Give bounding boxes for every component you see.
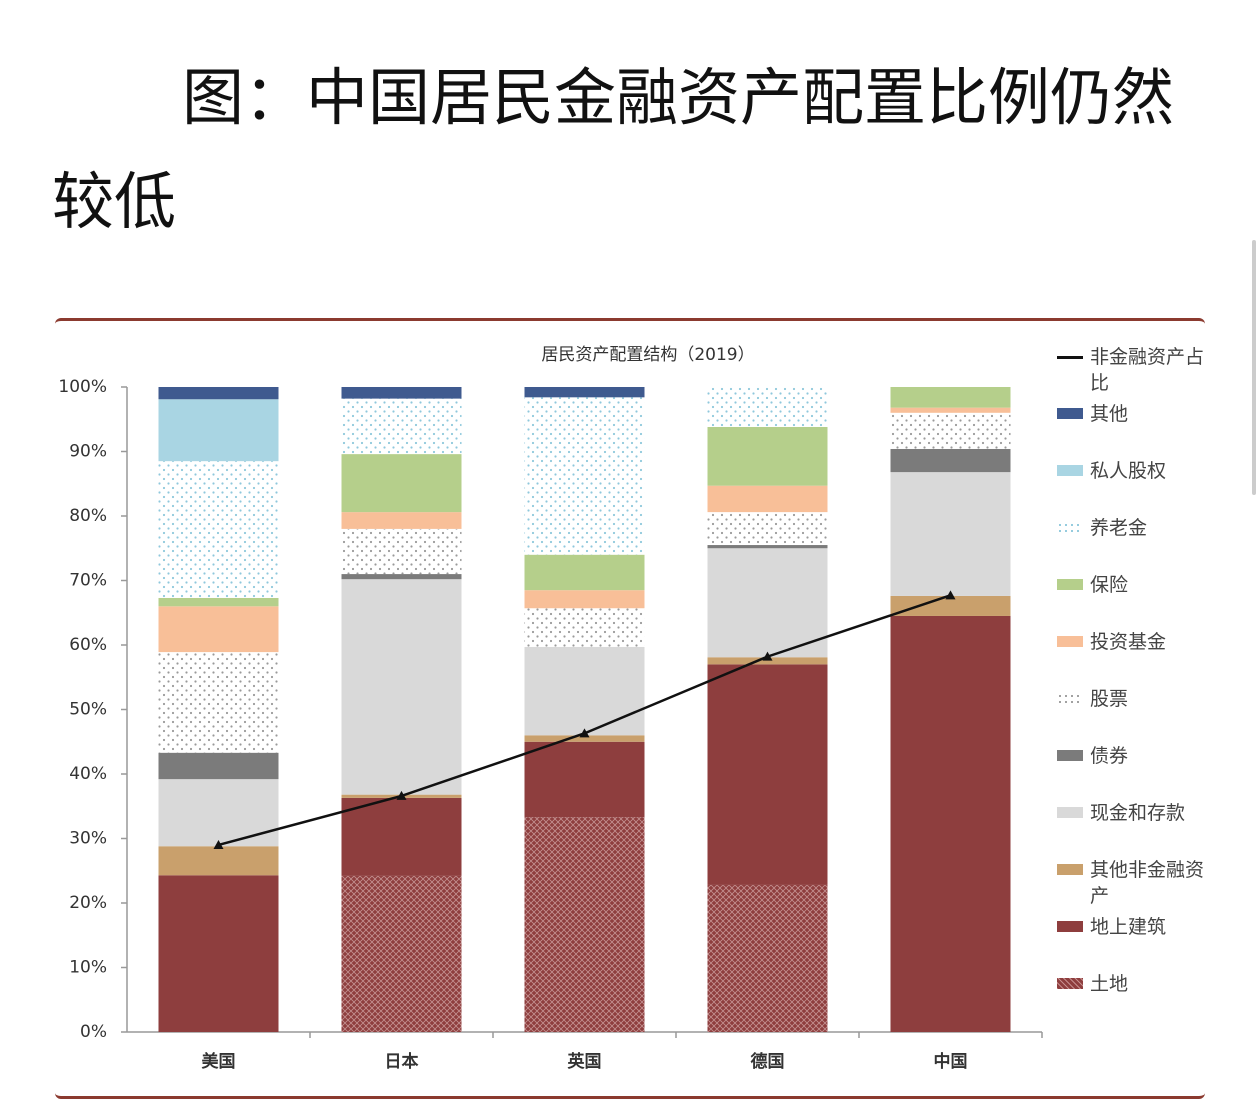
- legend-swatch: [1057, 408, 1083, 419]
- legend-label: 非金融资产占比: [1090, 346, 1205, 394]
- bar-segment: [707, 512, 828, 546]
- y-tick-label: 20%: [69, 893, 107, 913]
- bar-segment: [158, 846, 279, 876]
- bar-segment: [341, 528, 462, 575]
- legend-swatch: [1057, 522, 1083, 533]
- bar-segment: [158, 652, 279, 753]
- bar-segment: [158, 387, 279, 400]
- bar-segment: [707, 548, 828, 658]
- y-tick-label: 0%: [80, 1022, 107, 1042]
- line-marker: [762, 651, 773, 661]
- scrollbar: [1252, 240, 1256, 495]
- legend-label: 债券: [1090, 745, 1129, 767]
- bar-segment: [524, 608, 645, 647]
- legend-label: 土地: [1090, 973, 1129, 995]
- legend-swatch: [1057, 356, 1083, 359]
- legend-label: 私人股权: [1090, 460, 1167, 482]
- legend-label: 其他非金融资产: [1090, 859, 1205, 907]
- y-tick-label: 90%: [69, 442, 107, 462]
- bar-segment: [341, 875, 462, 1032]
- y-tick-label: 30%: [69, 829, 107, 849]
- x-tick-label: 日本: [385, 1051, 419, 1072]
- y-tick-label: 60%: [69, 635, 107, 655]
- bar-segment: [890, 412, 1011, 449]
- y-tick-label: 80%: [69, 506, 107, 526]
- bar-segment: [341, 574, 462, 580]
- bar-segment: [707, 657, 828, 665]
- legend-swatch: [1057, 636, 1083, 647]
- bar-segment: [341, 398, 462, 455]
- bar-segment: [524, 741, 645, 818]
- bar-segment: [524, 554, 645, 591]
- bar-segment: [707, 884, 828, 1032]
- chart-title: 居民资产配置结构（2019）: [541, 345, 754, 365]
- bar-segment: [158, 399, 279, 462]
- bar-segment: [707, 426, 828, 486]
- legend-label: 投资基金: [1090, 631, 1167, 653]
- y-tick-label: 10%: [69, 958, 107, 978]
- bar-segment: [890, 448, 1011, 473]
- bar-segment: [890, 472, 1011, 596]
- legend-swatch: [1057, 807, 1083, 818]
- legend-swatch: [1057, 750, 1083, 761]
- bar-segment: [707, 545, 828, 549]
- bar-segment: [707, 485, 828, 513]
- x-tick-label: 英国: [568, 1051, 602, 1072]
- legend-label: 现金和存款: [1090, 802, 1186, 824]
- bar-segment: [341, 512, 462, 529]
- legend-swatch: [1057, 579, 1083, 590]
- bar-segment: [158, 779, 279, 847]
- legend-label: 其他: [1090, 403, 1129, 425]
- bar-segment: [158, 752, 279, 780]
- legend-swatch: [1057, 978, 1083, 989]
- x-tick-label: 德国: [751, 1051, 785, 1072]
- y-tick-label: 70%: [69, 571, 107, 591]
- bar-segment: [524, 590, 645, 609]
- y-tick-label: 100%: [58, 377, 107, 397]
- bar-segment: [158, 606, 279, 653]
- bar-segment: [341, 579, 462, 795]
- bar-segment: [707, 387, 828, 427]
- legend-label: 保险: [1090, 574, 1129, 596]
- legend-swatch: [1057, 921, 1083, 932]
- bar-segment: [524, 817, 645, 1032]
- legend-label: 地上建筑: [1090, 916, 1167, 938]
- bar-segment: [524, 387, 645, 398]
- y-tick-label: 50%: [69, 700, 107, 720]
- bar-segment: [707, 664, 828, 885]
- legend-swatch: [1057, 864, 1083, 875]
- legend-swatch: [1057, 465, 1083, 476]
- line-marker: [213, 839, 224, 849]
- legend-label: 股票: [1090, 688, 1129, 710]
- bar-segment: [890, 387, 1011, 408]
- legend-swatch: [1057, 693, 1083, 704]
- heading: 图：中国居民金融资产配置比例仍然较低: [52, 61, 1175, 238]
- bar-segment: [158, 875, 279, 1032]
- line-marker: [396, 790, 407, 800]
- line-marker: [579, 728, 590, 738]
- bar-segment: [890, 615, 1011, 1032]
- bar-segment: [158, 461, 279, 598]
- bar-segment: [524, 397, 645, 555]
- bar-segment: [341, 797, 462, 876]
- bar-segment: [341, 387, 462, 399]
- bar-segment: [890, 595, 1011, 616]
- x-tick-label: 美国: [202, 1051, 236, 1072]
- bar-segment: [524, 646, 645, 736]
- bar-segment: [158, 597, 279, 607]
- bar-segment: [341, 454, 462, 513]
- legend-label: 养老金: [1090, 517, 1148, 539]
- x-tick-label: 中国: [934, 1051, 968, 1072]
- chart-frame: [55, 318, 1205, 1099]
- line-marker: [945, 590, 956, 600]
- bar-segment: [524, 735, 645, 742]
- y-tick-label: 40%: [69, 764, 107, 784]
- bar-segment: [890, 407, 1011, 413]
